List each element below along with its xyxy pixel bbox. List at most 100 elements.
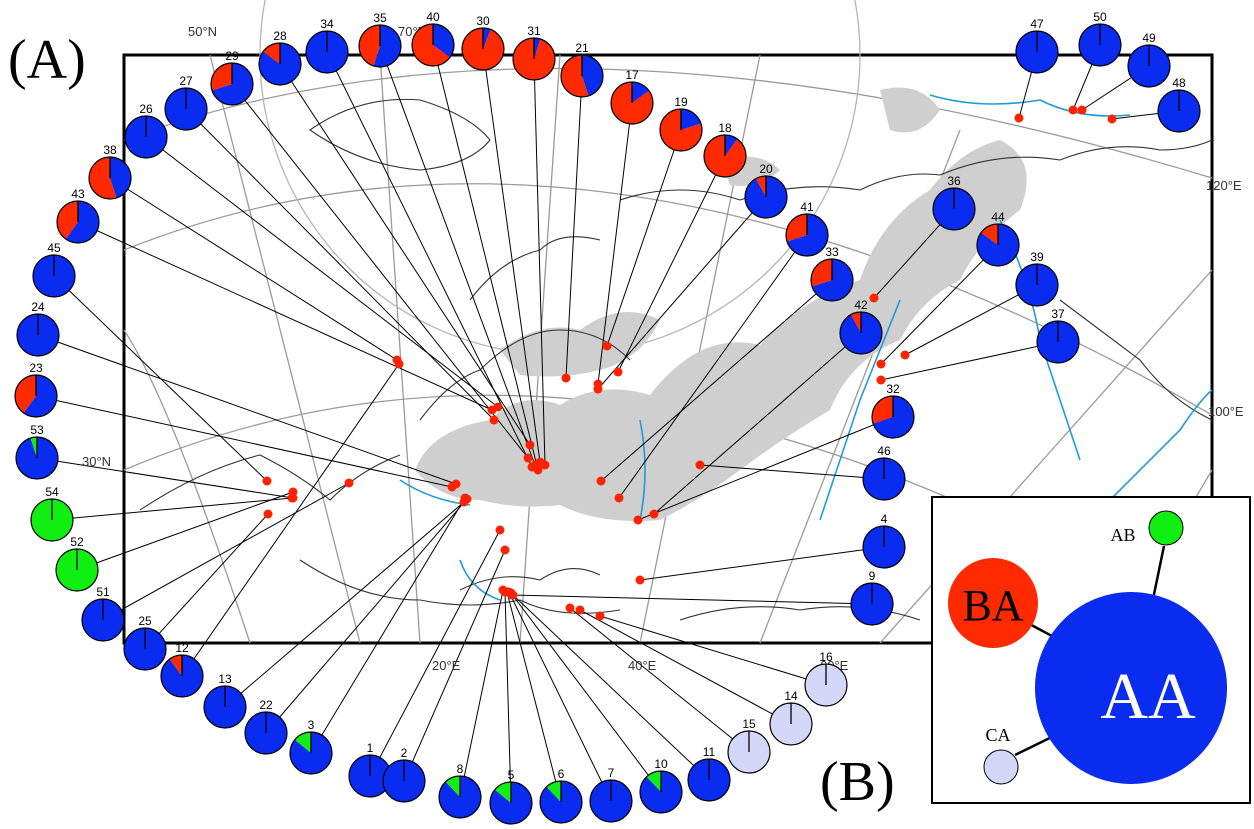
pie-slice-ab	[30, 437, 37, 458]
leader-line-39	[904, 284, 1038, 356]
population-pie-3: 3	[289, 718, 333, 775]
population-pie-44: 44	[976, 210, 1020, 267]
leader-line-37	[880, 341, 1059, 381]
population-number-48: 48	[1172, 76, 1186, 90]
sampling-site-37	[876, 375, 886, 385]
population-number-46: 46	[877, 444, 891, 458]
sampling-site-19	[602, 341, 612, 351]
population-pie-23: 23	[14, 361, 58, 418]
population-pie-11: 11	[687, 745, 731, 802]
leader-line-52	[76, 491, 294, 571]
leader-line-25	[144, 513, 269, 650]
population-number-1: 1	[367, 741, 374, 755]
pie-slice-ba	[359, 25, 380, 66]
leader-line-40	[432, 44, 539, 471]
leader-line-45	[53, 275, 268, 482]
sampling-site-24	[451, 479, 461, 489]
lon-label-120: 120°E	[1206, 178, 1242, 193]
node-aa	[1035, 592, 1227, 784]
pie-slice-aa	[433, 24, 454, 58]
node-ca	[983, 749, 1019, 785]
population-pie-15: 15	[727, 717, 771, 774]
population-number-39: 39	[1030, 250, 1044, 264]
population-number-49: 49	[1142, 31, 1156, 45]
population-pie-38: 38	[88, 143, 132, 200]
leader-line-43	[77, 221, 493, 411]
population-pie-5: 5	[489, 768, 533, 825]
population-number-8: 8	[457, 762, 464, 776]
sampling-site-40	[533, 465, 543, 475]
population-number-53: 53	[30, 423, 44, 437]
population-pie-39: 39	[1015, 250, 1059, 307]
pie-slice-aa	[632, 82, 649, 103]
population-number-54: 54	[45, 485, 59, 499]
population-pie-12: 12	[160, 641, 204, 698]
population-pie-32: 32	[871, 382, 915, 439]
pie-slice-aa	[23, 375, 57, 417]
pie-slice-ba	[57, 201, 78, 239]
leader-line-41	[618, 234, 808, 499]
sampling-site-28	[525, 440, 535, 450]
leader-line-31	[533, 58, 546, 466]
population-number-32: 32	[886, 382, 900, 396]
population-number-47: 47	[1030, 17, 1044, 31]
leader-line-3	[310, 497, 466, 754]
pie-slice-aa	[110, 157, 131, 198]
leader-line-38	[109, 177, 398, 361]
pie-slice-aa	[725, 135, 738, 156]
leader-line-10	[510, 592, 662, 793]
population-number-27: 27	[179, 74, 193, 88]
population-number-19: 19	[674, 95, 688, 109]
sampling-site-50	[1068, 105, 1078, 115]
sampling-site-46	[695, 460, 705, 470]
sampling-site-43	[487, 405, 497, 415]
population-pie-33: 33	[810, 245, 854, 302]
population-pie-19: 19	[659, 95, 703, 152]
population-number-36: 36	[947, 174, 961, 188]
sampling-site-2	[500, 545, 510, 555]
leader-line-27	[185, 108, 495, 421]
pie-slice-ab	[294, 731, 311, 753]
population-pie-20: 20	[744, 162, 788, 219]
leader-line-26	[145, 136, 499, 408]
sampling-site-44	[876, 359, 886, 369]
leader-line-16	[599, 615, 827, 686]
node-label-ca: CA	[985, 725, 1010, 745]
population-pie-28: 28	[258, 29, 302, 86]
sampling-site-22	[462, 494, 472, 504]
sampling-site-41	[614, 493, 624, 503]
sampling-site-8	[498, 585, 508, 595]
population-number-44: 44	[991, 210, 1005, 224]
population-pie-36: 36	[932, 174, 976, 231]
pie-slice-aa	[534, 38, 541, 59]
population-number-6: 6	[558, 767, 565, 781]
leader-line-22	[265, 498, 468, 734]
pie-slice-ab	[646, 770, 661, 792]
population-number-42: 42	[854, 298, 868, 312]
population-pie-24: 24	[16, 300, 60, 357]
pie-slice-aa	[582, 55, 603, 96]
sampling-site-51	[344, 478, 354, 488]
leader-line-8	[459, 589, 504, 798]
leader-line-1	[369, 529, 501, 777]
population-number-34: 34	[320, 17, 334, 31]
leader-line-46	[699, 464, 885, 480]
population-number-51: 51	[96, 585, 110, 599]
sampling-site-16	[595, 611, 605, 621]
population-pie-35: 35	[358, 11, 402, 68]
population-number-4: 4	[881, 512, 888, 526]
node-label-ba: BA	[962, 581, 1023, 630]
population-number-43: 43	[71, 187, 85, 201]
pie-slice-ba	[263, 43, 280, 64]
sampling-site-32	[633, 515, 643, 525]
sampling-site-48	[1107, 114, 1117, 124]
leader-line-13	[224, 501, 465, 708]
population-pie-10: 10	[639, 757, 683, 814]
sampling-site-25	[263, 509, 273, 519]
population-number-3: 3	[308, 718, 315, 732]
sampling-site-4	[635, 575, 645, 585]
population-number-20: 20	[759, 162, 773, 176]
sampling-site-27	[489, 415, 499, 425]
population-pie-14: 14	[769, 689, 813, 746]
